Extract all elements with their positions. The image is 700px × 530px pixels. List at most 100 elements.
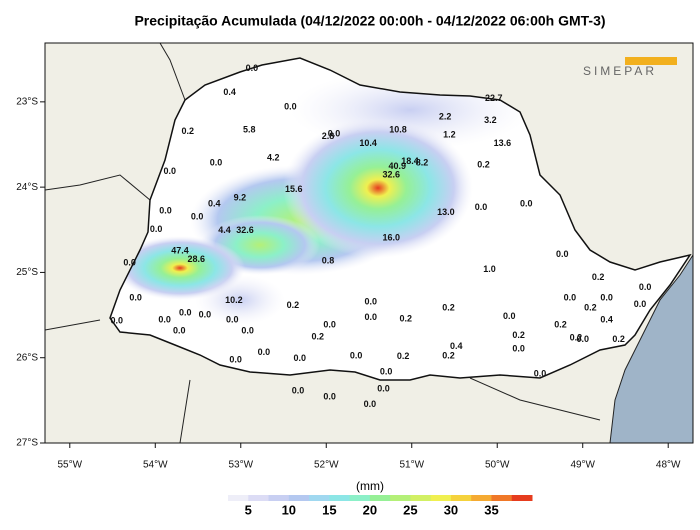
station-value: 0.2 <box>584 303 597 313</box>
station-value: 0.0 <box>199 309 212 319</box>
station-value: 0.0 <box>600 292 613 302</box>
colorbar-tick-label: 35 <box>484 502 498 517</box>
station-value: 0.2 <box>400 314 413 324</box>
station-value: 2.2 <box>439 112 452 122</box>
station-value: 0.2 <box>397 351 410 361</box>
y-tick-label: 23°S <box>16 96 38 107</box>
colorbar-tick-label: 30 <box>444 502 458 517</box>
colorbar-tick-label: 20 <box>363 502 377 517</box>
station-value: 0.0 <box>323 320 336 330</box>
station-value: 0.0 <box>241 326 254 336</box>
station-value: 0.2 <box>477 159 490 169</box>
station-value: 22.7 <box>485 93 503 103</box>
station-value: 13.0 <box>437 207 455 217</box>
x-tick-label: 53°W <box>228 460 253 471</box>
station-value: 0.8 <box>322 256 335 266</box>
station-value: 2.8 <box>322 131 335 141</box>
y-tick-label: 24°S <box>16 182 38 193</box>
station-value: 0.4 <box>223 87 236 97</box>
state-outline <box>109 57 692 381</box>
station-value: 15.6 <box>285 184 303 194</box>
station-value: 0.0 <box>364 297 377 307</box>
colorbar-swatch <box>491 495 513 501</box>
stations: 0.0 0.4 0.0 22.7 2.2 3.2 0.2 5.8 2.8 0.0 10.8 1.2 10… <box>111 63 652 409</box>
station-value: 0.0 <box>556 249 569 259</box>
station-value: 0.2 <box>554 320 567 330</box>
station-value: 0.0 <box>284 101 297 111</box>
map-area: 0.0 0.4 0.0 22.7 2.2 3.2 0.2 5.8 2.8 0.0 10.8 1.2 10… <box>45 43 693 443</box>
station-value: 0.0 <box>229 355 242 365</box>
station-value: 0.0 <box>179 308 192 318</box>
station-value: 32.6 <box>236 225 254 235</box>
station-value: 10.4 <box>359 138 377 148</box>
station-value: 0.0 <box>364 399 377 409</box>
y-tick-label: 27°S <box>16 438 38 449</box>
station-value: 0.2 <box>182 126 195 136</box>
colorbar-swatch <box>430 495 452 501</box>
x-tick-label: 51°W <box>399 460 424 471</box>
station-value: 10.8 <box>389 124 407 134</box>
station-value: 0.4 <box>208 199 221 209</box>
station-value: 4.4 <box>218 225 231 235</box>
colorbar-swatch <box>471 495 492 501</box>
y-tick-label: 25°S <box>16 267 38 278</box>
station-value: 0.0 <box>534 368 547 378</box>
station-value: 0.0 <box>503 311 516 321</box>
station-value: 0.0 <box>634 299 647 309</box>
colorbar-swatch <box>349 495 371 501</box>
colorbar-swatch <box>410 495 432 501</box>
station-value: 0.0 <box>350 350 363 360</box>
station-value: 28.6 <box>188 254 206 264</box>
colorbar-swatch <box>228 495 249 501</box>
station-value: 0.2 <box>442 303 455 313</box>
logo: SIMEPAR <box>583 57 677 78</box>
x-tick-label: 54°W <box>143 460 168 471</box>
station-value: 0.0 <box>258 347 271 357</box>
station-value: 0.2 <box>512 330 525 340</box>
colorbar-swatch <box>369 495 391 501</box>
x-tick-label: 50°W <box>485 460 510 471</box>
station-value: 0.2 <box>612 334 625 344</box>
station-value: 3.2 <box>484 115 497 125</box>
colorbar-tick-label: 10 <box>282 502 296 517</box>
station-value: 0.2 <box>287 300 300 310</box>
station-value: 10.2 <box>225 295 243 305</box>
station-value: 0.0 <box>111 315 124 325</box>
station-value: 0.0 <box>564 292 577 302</box>
station-value: 0.0 <box>475 202 488 212</box>
station-value: 4.2 <box>267 153 280 163</box>
station-value: 9.2 <box>234 193 247 203</box>
x-tick-label: 52°W <box>314 460 339 471</box>
station-value: 0.0 <box>520 199 533 209</box>
logo-text: SIMEPAR <box>583 64 657 78</box>
colorbar-swatch <box>511 495 533 501</box>
station-value: 0.0 <box>191 211 204 221</box>
station-value: 0.0 <box>159 205 172 215</box>
station-value: 1.0 <box>483 264 496 274</box>
station-value: 0.2 <box>311 332 324 342</box>
colorbar-tick-label: 15 <box>322 502 336 517</box>
axes: 55°W 54°W 53°W 52°W 51°W 50°W 49°W 48°W 23°S 24°S… <box>16 96 681 470</box>
station-value: 0.0 <box>639 282 652 292</box>
station-value: 0.0 <box>129 292 142 302</box>
station-value: 0.0 <box>210 158 223 168</box>
x-tick-label: 49°W <box>570 460 595 471</box>
station-value: 0.0 <box>576 334 589 344</box>
station-value: 0.2 <box>592 272 605 282</box>
borders <box>45 43 601 443</box>
colorbar-tick-label: 25 <box>403 502 417 517</box>
station-value: 8.2 <box>416 158 429 168</box>
station-value: 0.2 <box>442 350 455 360</box>
frame <box>44 42 694 444</box>
station-value: 0.0 <box>226 315 239 325</box>
station-value: 0.0 <box>377 384 390 394</box>
station-value: 0.0 <box>150 224 163 234</box>
station-value: 0.0 <box>173 326 186 336</box>
colorbar-swatch <box>268 495 290 501</box>
station-value: 0.0 <box>292 385 305 395</box>
station-value: 1.2 <box>443 129 456 139</box>
station-value: 32.6 <box>382 170 400 180</box>
colorbar: 5 10 15 20 25 30 35 <box>228 495 533 517</box>
station-value: 13.6 <box>494 138 512 148</box>
